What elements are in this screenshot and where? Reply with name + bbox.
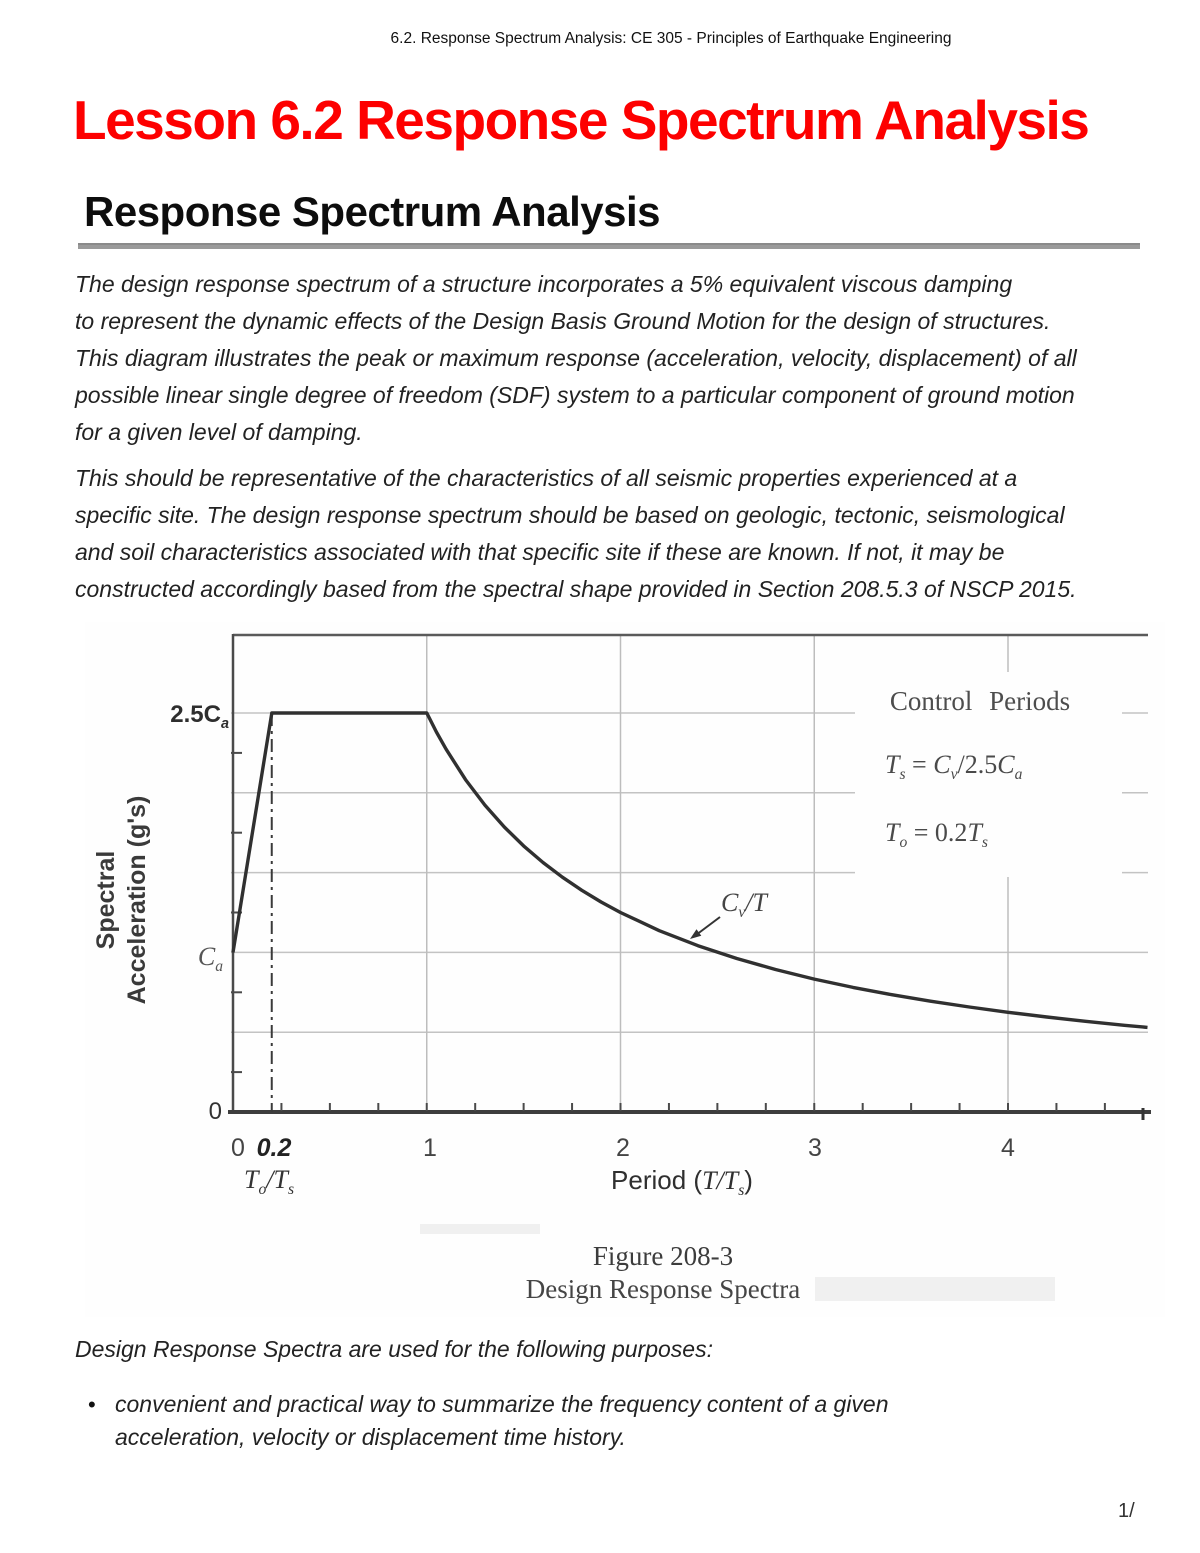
figure-caption: Design Response Spectra bbox=[525, 1274, 801, 1304]
bullet-marker: • bbox=[88, 1392, 96, 1417]
paragraph-line: and soil characteristics associated with… bbox=[75, 539, 1005, 565]
bullet-line: acceleration, velocity or displacement t… bbox=[115, 1424, 626, 1450]
figure-number: Figure 208-3 bbox=[592, 1241, 734, 1271]
control-periods-title: Control Periods bbox=[889, 686, 1071, 716]
y-tick-label-2-5ca: 2.5Ca bbox=[170, 701, 229, 732]
scan-artifact bbox=[420, 1224, 540, 1234]
x-axis-label: Period (T/Ts) bbox=[611, 1165, 753, 1200]
design-response-spectra-figure: Spectral Acceleration (g's) 2.5Ca Ca 0 0… bbox=[85, 622, 1165, 1317]
x-tick-label-2: 2 bbox=[616, 1134, 630, 1162]
y-tick-label-ca: Ca bbox=[197, 942, 223, 976]
x-tick-label-3: 3 bbox=[808, 1134, 822, 1162]
paragraph-line: The design response spectrum of a struct… bbox=[75, 271, 1013, 297]
paragraph-2: This should be representative of the cha… bbox=[75, 460, 1135, 608]
bullet-item: convenient and practical way to summariz… bbox=[115, 1388, 889, 1454]
y-tick-label-zero: 0 bbox=[208, 1098, 222, 1125]
paragraph-line: constructed accordingly based from the s… bbox=[75, 576, 1077, 602]
cv-over-t-annotation: Cv/T bbox=[721, 888, 767, 922]
y-axis-label: Spectral Acceleration (g's) bbox=[92, 795, 151, 1005]
design-spectrum-curve bbox=[231, 711, 1148, 1030]
paragraph-1: The design response spectrum of a struct… bbox=[75, 266, 1135, 451]
x-tick-label-0: 0 bbox=[231, 1134, 245, 1162]
equation-ts: Ts = Cv/2.5Ca bbox=[885, 750, 1023, 784]
paragraph-line: This diagram illustrates the peak or max… bbox=[75, 345, 1077, 371]
paragraph-line: to represent the dynamic effects of the … bbox=[75, 308, 1051, 334]
to-ts-annotation: To/Ts bbox=[243, 1165, 295, 1199]
x-tick-label-1: 1 bbox=[423, 1134, 437, 1162]
bullet-line: convenient and practical way to summariz… bbox=[115, 1391, 889, 1417]
purpose-intro: Design Response Spectra are used for the… bbox=[75, 1336, 713, 1362]
scan-artifact bbox=[815, 1277, 1055, 1301]
page-title: Lesson 6.2 Response Spectrum Analysis bbox=[73, 89, 1090, 151]
x-tick-label-4: 4 bbox=[1001, 1134, 1015, 1162]
paragraph-line: for a given level of damping. bbox=[75, 419, 363, 445]
document-header: 6.2. Response Spectrum Analysis: CE 305 … bbox=[390, 30, 952, 47]
response-spectrum-chart bbox=[228, 633, 1151, 1120]
section-divider bbox=[78, 243, 1140, 249]
paragraph-line: This should be representative of the cha… bbox=[75, 465, 1018, 491]
page-number: 1/ bbox=[1118, 1500, 1135, 1522]
x-tick-label-0-2: 0.2 bbox=[256, 1134, 292, 1162]
equation-to: To = 0.2Ts bbox=[885, 818, 988, 852]
section-heading: Response Spectrum Analysis bbox=[84, 188, 660, 235]
paragraph-line: specific site. The design response spect… bbox=[75, 502, 1065, 528]
arrow-head bbox=[690, 929, 702, 939]
paragraph-line: possible linear single degree of freedom… bbox=[75, 382, 1075, 408]
